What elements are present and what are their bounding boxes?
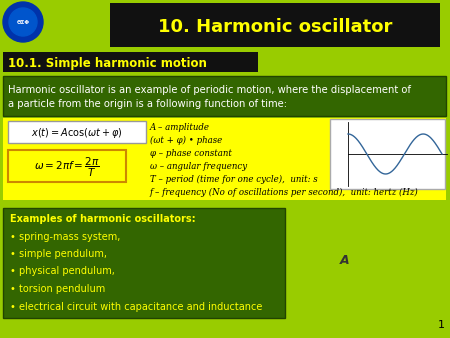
Bar xyxy=(8,121,146,143)
Text: 10. Harmonic oscillator: 10. Harmonic oscillator xyxy=(158,18,392,36)
Bar xyxy=(3,76,446,116)
Text: T – period (time for one cycle),  unit: s: T – period (time for one cycle), unit: s xyxy=(150,175,318,184)
Text: $-x_m$: $-x_m$ xyxy=(332,168,345,176)
Bar xyxy=(3,118,446,200)
Text: 10.1. Simple harmonic motion: 10.1. Simple harmonic motion xyxy=(8,56,207,70)
Text: (ωt + φ) • phase: (ωt + φ) • phase xyxy=(150,136,222,145)
Text: $x_m$: $x_m$ xyxy=(336,132,345,140)
Bar xyxy=(3,52,258,72)
Text: ΘΣΦ: ΘΣΦ xyxy=(17,20,30,24)
Text: ω – angular frequency: ω – angular frequency xyxy=(150,162,247,171)
Text: A: A xyxy=(340,254,350,266)
Text: f – frequency (No of oscillations per second),  unit: hertz (Hz): f – frequency (No of oscillations per se… xyxy=(150,188,419,197)
Bar xyxy=(3,208,285,318)
Text: Examples of harmonic oscillators:: Examples of harmonic oscillators: xyxy=(10,214,196,224)
Text: Harmonic oscillator is an example of periodic motion, where the displacement of
: Harmonic oscillator is an example of per… xyxy=(8,85,411,109)
Text: • electrical circuit with capacitance and inductance: • electrical circuit with capacitance an… xyxy=(10,301,262,312)
Text: $\omega = 2\pi f = \dfrac{2\pi}{T}$: $\omega = 2\pi f = \dfrac{2\pi}{T}$ xyxy=(34,155,100,178)
Text: Displacement: Displacement xyxy=(344,123,348,151)
Text: Time (t): Time (t) xyxy=(449,151,450,156)
Bar xyxy=(330,119,445,189)
Text: 1: 1 xyxy=(438,320,445,330)
Circle shape xyxy=(9,8,37,36)
Text: $x(t) = A\cos(\omega t + \varphi)$: $x(t) = A\cos(\omega t + \varphi)$ xyxy=(31,126,123,140)
Text: • simple pendulum,: • simple pendulum, xyxy=(10,249,107,259)
Text: A – amplitude: A – amplitude xyxy=(150,123,210,132)
Text: • physical pendulum,: • physical pendulum, xyxy=(10,266,115,276)
Text: φ – phase constant: φ – phase constant xyxy=(150,149,232,158)
Text: • spring-mass system,: • spring-mass system, xyxy=(10,232,121,241)
Bar xyxy=(8,150,126,182)
Circle shape xyxy=(3,2,43,42)
Text: 0: 0 xyxy=(350,148,353,153)
Bar xyxy=(110,3,440,47)
Text: • torsion pendulum: • torsion pendulum xyxy=(10,284,105,294)
